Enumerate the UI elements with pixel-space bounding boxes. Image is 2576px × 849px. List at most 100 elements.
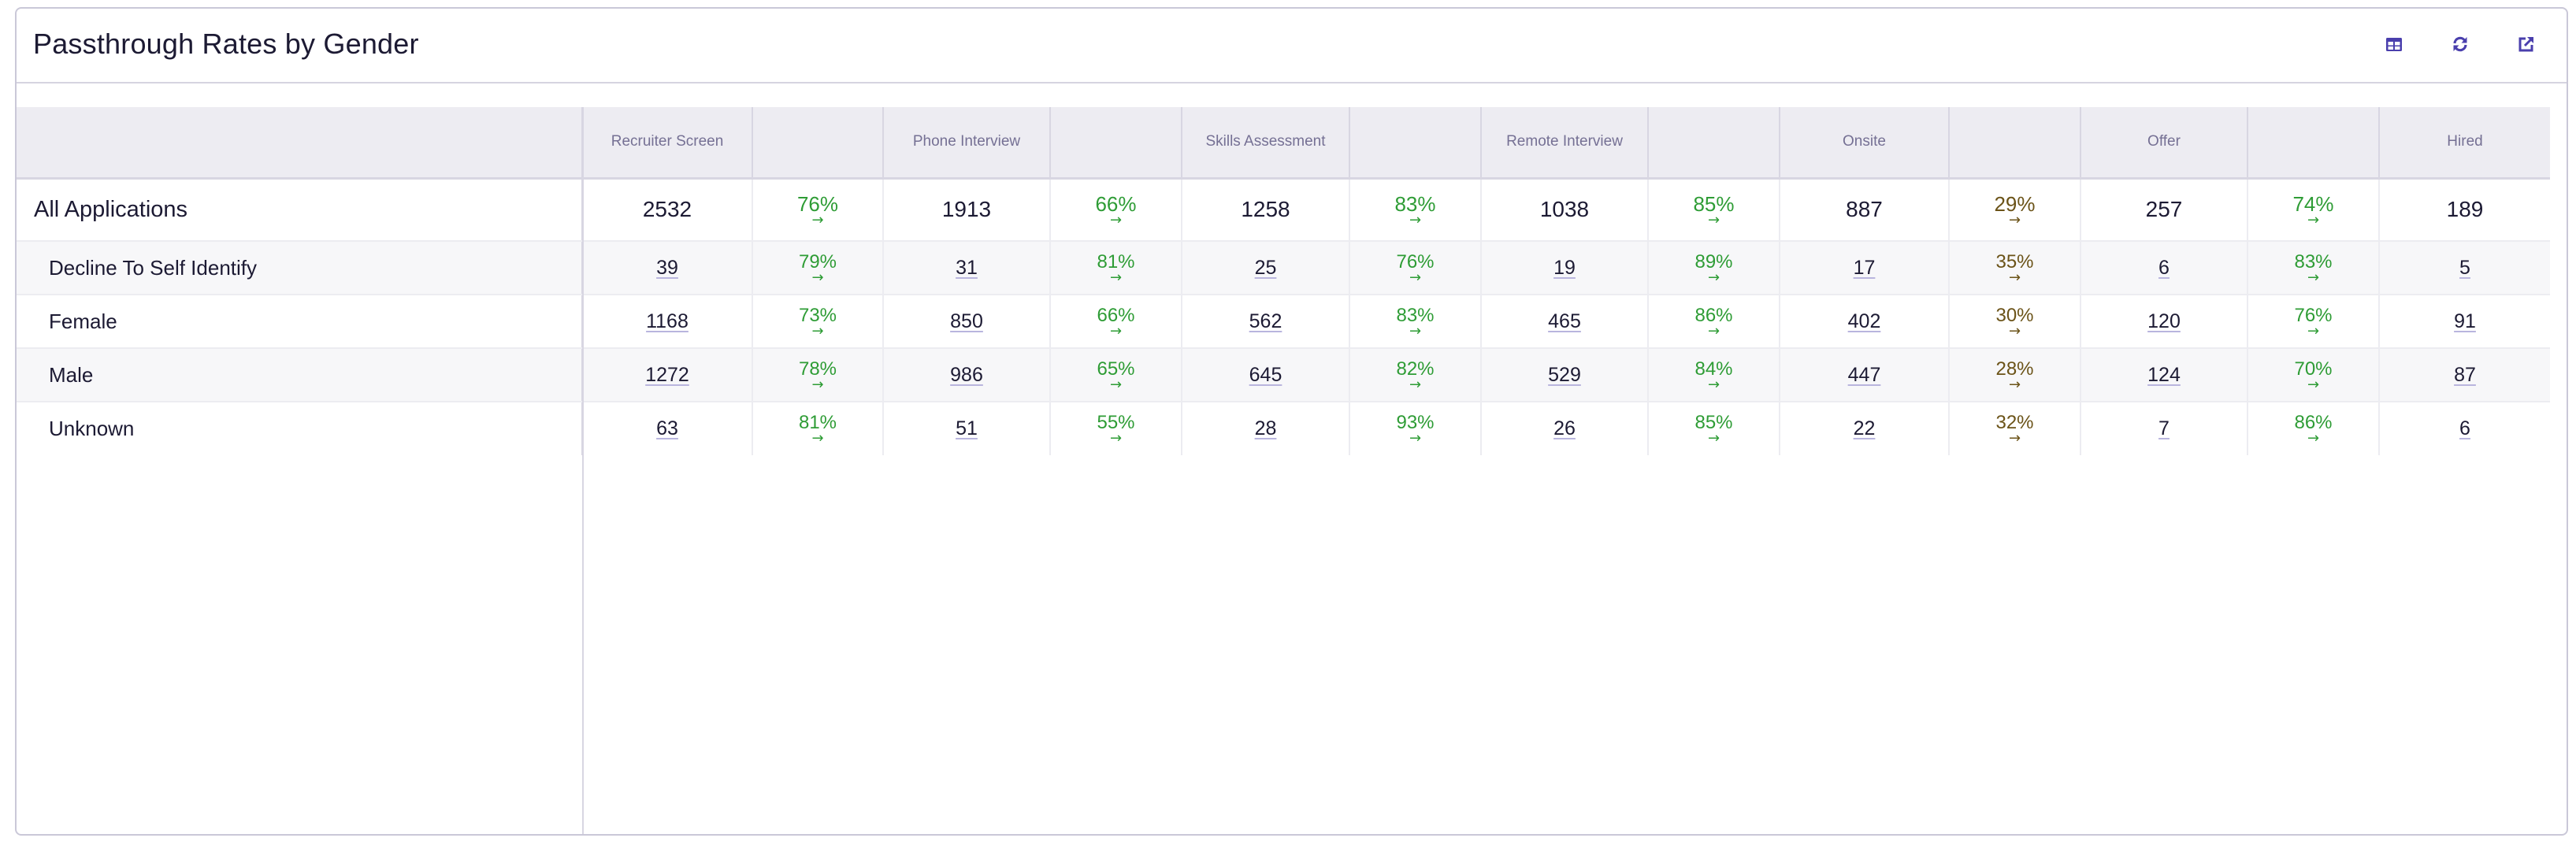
- passthrough-rate: 76% →: [1396, 253, 1434, 284]
- arrow-right-icon: →: [1409, 272, 1421, 284]
- stage-count-link[interactable]: 850: [950, 310, 983, 332]
- arrow-right-icon: →: [1409, 380, 1421, 391]
- stage-count: 887: [1846, 197, 1883, 221]
- refresh-icon: [2452, 35, 2469, 56]
- header-rate-column: [1050, 107, 1182, 178]
- passthrough-rate: 66% →: [1097, 306, 1134, 337]
- stage-count: 1038: [1540, 197, 1589, 221]
- count-cell: 5: [2379, 241, 2550, 295]
- passthrough-rate: 76% →: [797, 194, 838, 226]
- count-cell: 1168: [582, 295, 752, 348]
- passthrough-rate: 66% →: [1095, 194, 1136, 226]
- stage-count-link[interactable]: 645: [1249, 364, 1282, 386]
- stage-count-link[interactable]: 5: [2459, 257, 2470, 279]
- count-cell: 19: [1481, 241, 1648, 295]
- passthrough-rate: 82% →: [1396, 360, 1434, 391]
- stage-count-link[interactable]: 986: [950, 364, 983, 386]
- header-rate-column: [752, 107, 883, 178]
- stage-count-link[interactable]: 17: [1854, 257, 1876, 279]
- rate-cell: 28% →: [1949, 348, 2080, 402]
- stage-count-link[interactable]: 87: [2454, 364, 2476, 386]
- stage-count-link[interactable]: 562: [1249, 310, 1282, 332]
- arrow-right-icon: →: [1409, 326, 1421, 337]
- rate-value: 70%: [2294, 360, 2332, 379]
- stage-count-link[interactable]: 465: [1548, 310, 1581, 332]
- table-view-button[interactable]: [2385, 37, 2403, 54]
- stage-count-link[interactable]: 1168: [646, 310, 689, 332]
- rate-value: 76%: [1396, 253, 1434, 272]
- stage-count-link[interactable]: 63: [656, 417, 678, 439]
- count-cell: 51: [883, 402, 1050, 455]
- stage-count-link[interactable]: 124: [2147, 364, 2181, 386]
- rate-value: 78%: [799, 360, 837, 379]
- stage-count-link[interactable]: 447: [1848, 364, 1881, 386]
- rate-value: 83%: [1396, 306, 1434, 325]
- stage-count-link[interactable]: 19: [1553, 257, 1576, 279]
- arrow-right-icon: →: [811, 215, 823, 226]
- rate-value: 83%: [2294, 253, 2332, 272]
- rate-cell: 55% →: [1050, 402, 1182, 455]
- header-stage: Skills Assessment: [1182, 107, 1349, 178]
- rate-cell: 93% →: [1349, 402, 1481, 455]
- count-cell: 986: [883, 348, 1050, 402]
- rate-cell: 66% →: [1050, 295, 1182, 348]
- stage-count-link[interactable]: 51: [956, 417, 978, 439]
- rate-cell: 73% →: [752, 295, 883, 348]
- passthrough-rate: 65% →: [1097, 360, 1134, 391]
- rate-value: 73%: [799, 306, 837, 325]
- count-cell: 447: [1780, 348, 1949, 402]
- stage-count-link[interactable]: 529: [1548, 364, 1581, 386]
- header-rate-column: [2248, 107, 2379, 178]
- stage-count-link[interactable]: 6: [2158, 257, 2170, 279]
- passthrough-rate: 86% →: [2294, 413, 2332, 444]
- passthrough-rate: 55% →: [1097, 413, 1134, 444]
- stage-count-link[interactable]: 25: [1255, 257, 1277, 279]
- rate-cell: 76% →: [752, 178, 883, 241]
- passthrough-rate: 85% →: [1694, 413, 1732, 444]
- arrow-right-icon: →: [1708, 326, 1720, 337]
- arrow-right-icon: →: [2009, 272, 2021, 284]
- stage-count-link[interactable]: 28: [1255, 417, 1277, 439]
- refresh-button[interactable]: [2451, 37, 2470, 54]
- stage-count-link[interactable]: 39: [656, 257, 678, 279]
- stage-count-link[interactable]: 31: [956, 257, 978, 279]
- header-stage: Remote Interview: [1481, 107, 1648, 178]
- rate-value: 76%: [2294, 306, 2332, 325]
- count-cell: 6: [2379, 402, 2550, 455]
- rate-cell: 81% →: [752, 402, 883, 455]
- arrow-right-icon: →: [2009, 380, 2021, 391]
- row-label: Unknown: [17, 402, 582, 455]
- stage-count-link[interactable]: 22: [1854, 417, 1876, 439]
- count-cell: 63: [582, 402, 752, 455]
- rate-cell: 32% →: [1949, 402, 2080, 455]
- rate-cell: 30% →: [1949, 295, 2080, 348]
- stage-count: 1913: [942, 197, 991, 221]
- passthrough-rate: 29% →: [1994, 194, 2035, 226]
- table-row: Male 1272 78% → 986 65% → 645 82% → 529 84% → 447 28% →…: [17, 348, 2550, 402]
- count-cell: 26: [1481, 402, 1648, 455]
- stage-count-link[interactable]: 26: [1553, 417, 1576, 439]
- passthrough-rate: 81% →: [1097, 253, 1134, 284]
- header-stage: Hired: [2379, 107, 2550, 178]
- stage-count-link[interactable]: 6: [2459, 417, 2470, 439]
- stage-count-link[interactable]: 402: [1848, 310, 1881, 332]
- passthrough-rate: 35% →: [1995, 253, 2033, 284]
- rate-value: 74%: [2292, 194, 2333, 214]
- count-cell: 1913: [883, 178, 1050, 241]
- header-stage: Onsite: [1780, 107, 1949, 178]
- stage-count-link[interactable]: 91: [2454, 310, 2476, 332]
- stage-count-link[interactable]: 120: [2147, 310, 2181, 332]
- stage-count-link[interactable]: 7: [2158, 417, 2170, 439]
- count-cell: 257: [2080, 178, 2248, 241]
- rate-value: 30%: [1995, 306, 2033, 325]
- count-cell: 31: [883, 241, 1050, 295]
- count-cell: 645: [1182, 348, 1349, 402]
- passthrough-rate: 83% →: [2294, 253, 2332, 284]
- count-cell: 87: [2379, 348, 2550, 402]
- passthrough-rate: 93% →: [1396, 413, 1434, 444]
- arrow-right-icon: →: [2307, 326, 2319, 337]
- open-external-button[interactable]: [2517, 37, 2536, 54]
- stage-count-link[interactable]: 1272: [645, 364, 689, 386]
- passthrough-table: Recruiter Screen Phone Interview Skills As…: [17, 107, 2550, 455]
- arrow-right-icon: →: [2307, 380, 2319, 391]
